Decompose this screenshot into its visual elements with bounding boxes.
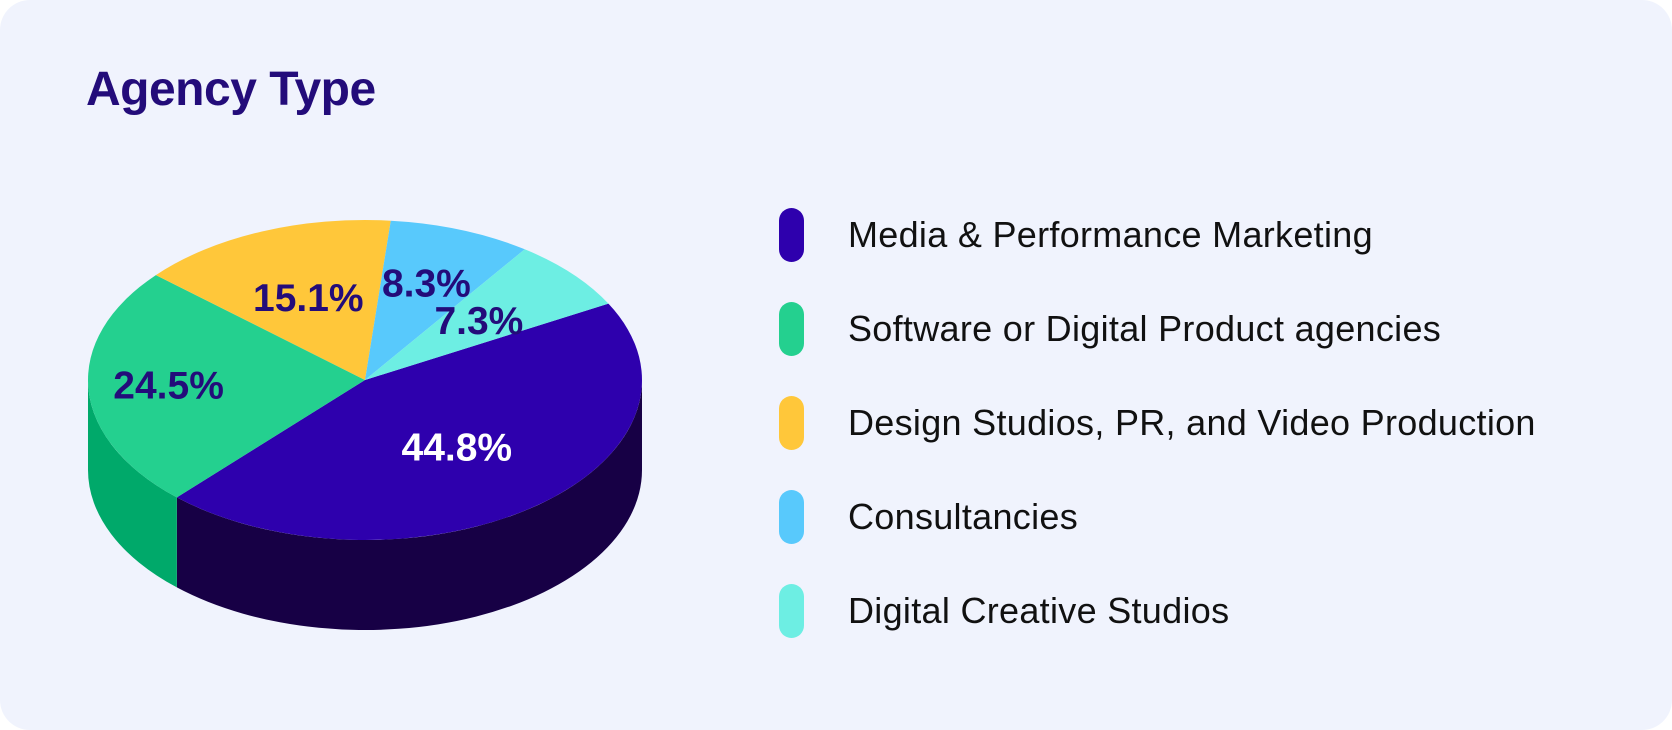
pie-side-media-performance: [176, 380, 642, 630]
legend-swatch: [779, 584, 804, 638]
pie-value-label-software-digital-product: 24.5%: [113, 365, 224, 408]
legend-label: Design Studios, PR, and Video Production: [848, 402, 1536, 443]
pie-value-label-media-performance: 44.8%: [402, 427, 513, 470]
legend-swatch: [779, 208, 804, 262]
pie-slice-software-digital-product: [88, 275, 365, 498]
pie-slice-digital-creative: [365, 249, 609, 380]
pie-top: [88, 219, 642, 540]
pie-sides: [88, 380, 642, 630]
pie-labels: 44.8% 24.5% 15.1% 8.3%7.3%: [113, 262, 523, 469]
legend-swatch: [779, 396, 804, 450]
pie-value-label-consultancies: 8.3%: [382, 262, 471, 305]
pie-value-label-digital-creative: 7.3%: [434, 300, 523, 343]
pie-slice-media-performance: [176, 303, 642, 540]
legend-label: Media & Performance Marketing: [848, 214, 1373, 255]
legend-label: Consultancies: [848, 496, 1079, 537]
chart-title: Agency Type: [86, 63, 376, 116]
legend-label: Digital Creative Studios: [848, 590, 1230, 631]
pie-slice-design-pr-video: [155, 219, 391, 380]
legend-label: Software or Digital Product agencies: [848, 308, 1442, 349]
legend-swatch: [779, 490, 804, 544]
pie-value-label-design-pr-video: 15.1%: [253, 277, 364, 320]
pie-chart: 44.8% 24.5% 15.1% 8.3%7.3%: [88, 219, 642, 630]
pie-slice-consultancies: [365, 220, 525, 380]
pie-side-software-digital-product: [88, 380, 177, 588]
legend-swatch: [779, 302, 804, 356]
